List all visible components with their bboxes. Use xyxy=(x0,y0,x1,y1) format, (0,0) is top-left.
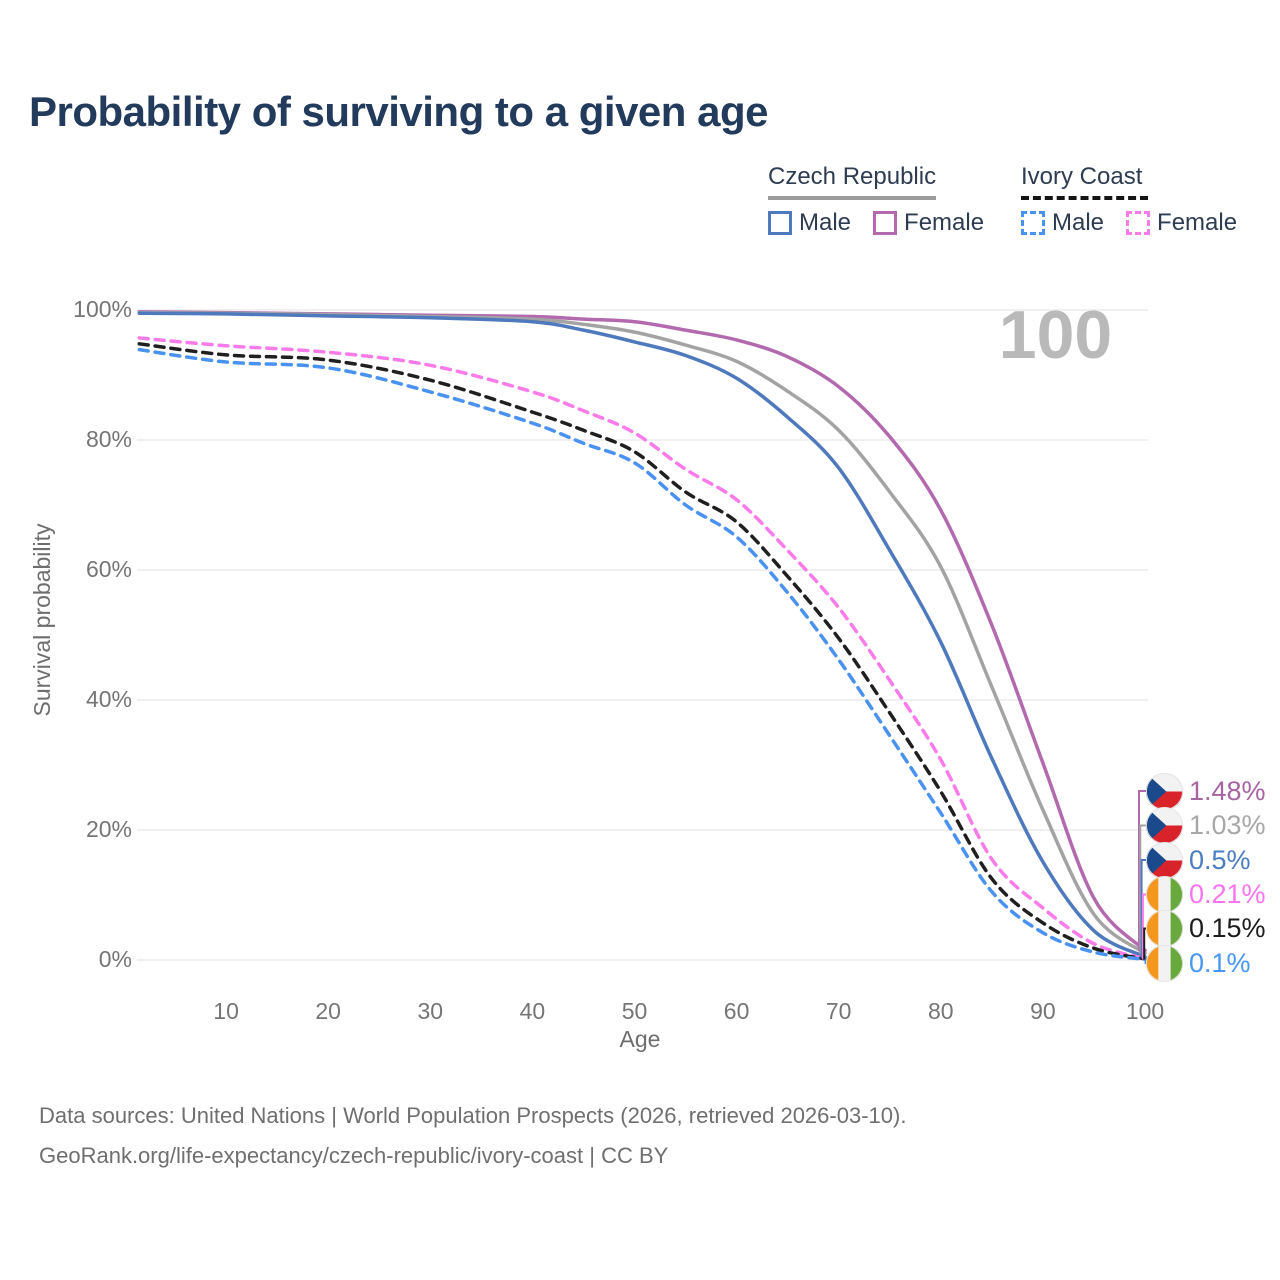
source-line-1: Data sources: United Nations | World Pop… xyxy=(39,1103,907,1128)
end-label-ivory-coast-both-sexes: 0.15% xyxy=(1146,910,1266,947)
source-line-2: GeoRank.org/life-expectancy/czech-republ… xyxy=(39,1143,669,1168)
source-note: Data sources: United Nations | World Pop… xyxy=(39,1096,906,1176)
y-tick-80: 80% xyxy=(85,426,132,452)
end-label-czech-republic-both-sexes: 1.03% xyxy=(1146,807,1266,844)
end-label-value: 0.1% xyxy=(1189,947,1251,978)
curve-czech-republic-male[interactable] xyxy=(137,311,1147,959)
end-label-value: 0.21% xyxy=(1189,879,1266,909)
end-label-value: 0.5% xyxy=(1189,844,1251,875)
y-tick-40: 40% xyxy=(85,686,132,712)
end-label-value: 0.15% xyxy=(1189,913,1266,943)
legend-item-label: Male xyxy=(799,209,852,236)
page-title: Probability of surviving to a given age xyxy=(29,88,768,135)
legend-title-ivory-coast[interactable]: Ivory Coast xyxy=(1021,163,1149,200)
y-tick-0: 0% xyxy=(98,946,132,972)
legend-item-czech-republic-female[interactable]: Female xyxy=(873,209,984,237)
x-axis-title: Age xyxy=(619,1026,661,1052)
end-label-ivory-coast-female: 0.21% xyxy=(1146,876,1266,913)
ivory-coast-flag-icon xyxy=(1146,944,1183,982)
czech-republic-flag-icon xyxy=(1146,841,1183,879)
x-tick-10: 10 xyxy=(213,998,239,1024)
ivory-coast-flag-icon xyxy=(1146,910,1183,947)
legend-item-czech-republic-male[interactable]: Male xyxy=(768,209,851,237)
curve-ivory-coast-female[interactable] xyxy=(137,336,1147,961)
end-label-value: 1.03% xyxy=(1189,810,1266,840)
curve-ivory-coast-both-sexes[interactable] xyxy=(137,342,1147,961)
legend-item-label: Female xyxy=(1157,209,1238,236)
x-tick-40: 40 xyxy=(519,998,546,1024)
curve-czech-republic-female[interactable] xyxy=(137,310,1147,953)
legend-item-label: Male xyxy=(1052,209,1105,236)
x-tick-20: 20 xyxy=(315,998,341,1024)
x-tick-100: 100 xyxy=(1125,998,1165,1024)
x-tick-90: 90 xyxy=(1030,998,1056,1024)
czech-republic-female-swatch-icon xyxy=(873,211,898,235)
ivory-coast-male-swatch-icon xyxy=(1021,211,1045,235)
legend-title-czech-republic[interactable]: Czech Republic xyxy=(768,163,937,200)
legend-group-ivory-coast: Ivory Coast Male Female xyxy=(1021,163,1237,237)
legend-item-ivory-coast-male[interactable]: Male xyxy=(1021,209,1104,237)
x-tick-80: 80 xyxy=(928,998,954,1024)
curve-ivory-coast-male[interactable] xyxy=(137,347,1147,962)
legend-group-czech-republic: Czech Republic Male Female xyxy=(768,163,984,237)
x-tick-70: 70 xyxy=(825,998,852,1024)
y-tick-100: 100% xyxy=(73,296,132,322)
end-label-ivory-coast-male: 0.1% xyxy=(1146,944,1251,982)
x-tick-60: 60 xyxy=(723,998,750,1024)
y-axis-title: Survival probability xyxy=(29,523,55,717)
x-tick-50: 50 xyxy=(621,998,648,1024)
czech-republic-male-swatch-icon xyxy=(768,211,792,235)
age-counter-watermark: 100 xyxy=(998,297,1113,373)
x-tick-30: 30 xyxy=(417,998,444,1024)
czech-republic-flag-icon xyxy=(1146,807,1183,844)
czech-republic-flag-icon xyxy=(1146,772,1183,810)
end-label-czech-republic-female: 1.48% xyxy=(1146,772,1266,810)
ivory-coast-female-swatch-icon xyxy=(1126,211,1151,235)
end-label-value: 1.48% xyxy=(1189,775,1266,806)
legend-item-label: Female xyxy=(904,209,985,236)
ivory-coast-flag-icon xyxy=(1146,876,1183,913)
y-tick-60: 60% xyxy=(85,556,132,582)
end-label-czech-republic-male: 0.5% xyxy=(1146,841,1251,879)
legend-item-ivory-coast-female[interactable]: Female xyxy=(1126,209,1237,237)
y-tick-20: 20% xyxy=(85,816,132,842)
